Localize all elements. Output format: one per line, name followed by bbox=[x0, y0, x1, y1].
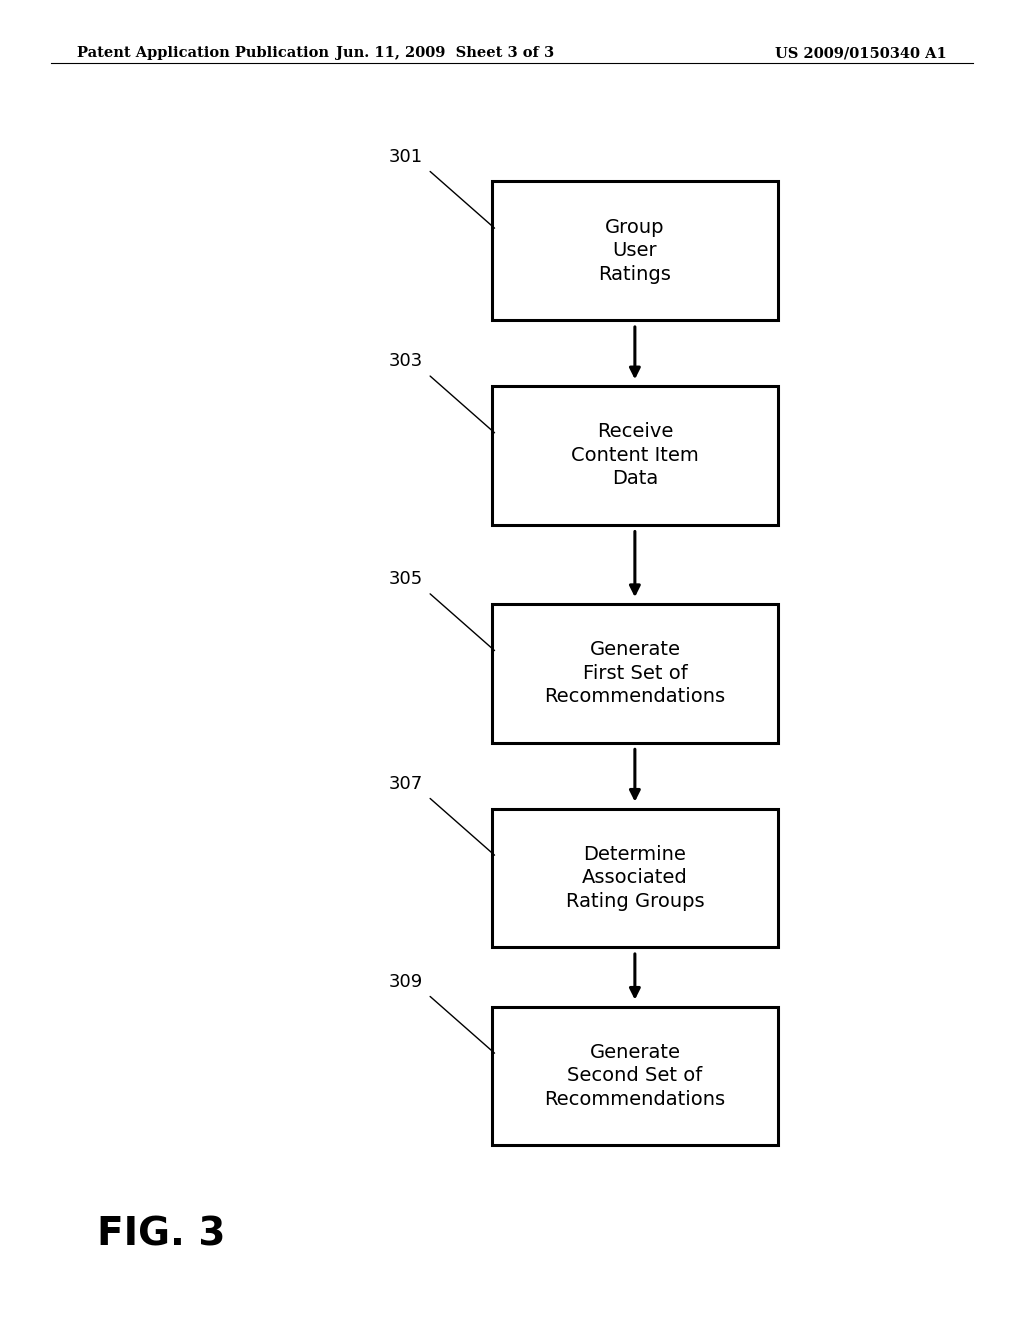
Text: US 2009/0150340 A1: US 2009/0150340 A1 bbox=[775, 46, 947, 61]
Text: FIG. 3: FIG. 3 bbox=[97, 1216, 225, 1253]
Text: Receive
Content Item
Data: Receive Content Item Data bbox=[571, 422, 698, 488]
Bar bbox=[492, 181, 778, 319]
Text: 303: 303 bbox=[389, 352, 423, 370]
Text: Group
User
Ratings: Group User Ratings bbox=[598, 218, 672, 284]
Text: Determine
Associated
Rating Groups: Determine Associated Rating Groups bbox=[565, 845, 705, 911]
Text: Jun. 11, 2009  Sheet 3 of 3: Jun. 11, 2009 Sheet 3 of 3 bbox=[336, 46, 555, 61]
Bar bbox=[492, 1006, 778, 1144]
Text: 305: 305 bbox=[389, 570, 423, 589]
Text: Generate
Second Set of
Recommendations: Generate Second Set of Recommendations bbox=[545, 1043, 725, 1109]
Text: 307: 307 bbox=[389, 775, 423, 792]
Bar bbox=[492, 808, 778, 948]
Bar bbox=[492, 605, 778, 742]
Bar bbox=[492, 385, 778, 524]
Text: Patent Application Publication: Patent Application Publication bbox=[77, 46, 329, 61]
Text: 301: 301 bbox=[389, 148, 423, 165]
Text: Generate
First Set of
Recommendations: Generate First Set of Recommendations bbox=[545, 640, 725, 706]
Text: 309: 309 bbox=[389, 973, 423, 990]
